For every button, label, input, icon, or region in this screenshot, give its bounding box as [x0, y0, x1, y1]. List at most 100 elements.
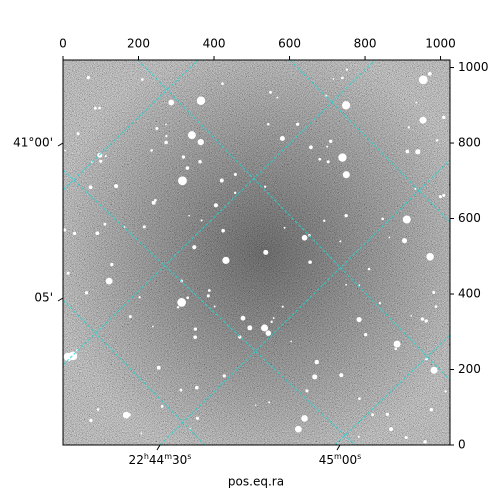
- axes-frame: [62, 59, 451, 446]
- x-tick-label: 200: [127, 37, 150, 51]
- star: [105, 277, 113, 285]
- star: [314, 359, 319, 365]
- star: [165, 134, 168, 138]
- star: [196, 96, 206, 105]
- star: [341, 101, 351, 110]
- star: [96, 408, 100, 411]
- star: [185, 166, 190, 170]
- star: [263, 249, 269, 255]
- star: [122, 411, 130, 419]
- star: [420, 317, 425, 321]
- star: [222, 256, 230, 264]
- star: [128, 315, 132, 319]
- dec-tick: [57, 297, 64, 302]
- star: [402, 215, 411, 224]
- star: [401, 238, 408, 244]
- star: [312, 374, 318, 380]
- star: [345, 283, 348, 286]
- star: [178, 176, 187, 186]
- star: [423, 440, 427, 444]
- star: [270, 320, 273, 324]
- x-tick-label: 400: [203, 37, 226, 51]
- star: [138, 296, 141, 299]
- star: [197, 138, 204, 146]
- star: [430, 366, 438, 374]
- star: [64, 149, 66, 152]
- star: [86, 76, 90, 80]
- x-tick-label: 0: [59, 37, 67, 51]
- star: [309, 145, 313, 150]
- dec-tick: [57, 142, 64, 147]
- star: [367, 267, 371, 271]
- star: [66, 271, 70, 275]
- star: [356, 317, 362, 323]
- ra-tick-label: 45m00s: [319, 452, 362, 467]
- star: [426, 253, 434, 261]
- x-tick-label: 600: [278, 37, 301, 51]
- star: [339, 240, 342, 243]
- star: [276, 96, 279, 99]
- star: [98, 106, 101, 110]
- star: [261, 324, 269, 332]
- star: [339, 373, 344, 378]
- star: [89, 418, 93, 423]
- star: [213, 203, 219, 208]
- star: [427, 72, 432, 76]
- x-tick-label: 800: [354, 37, 377, 51]
- star: [179, 388, 183, 392]
- star: [267, 123, 270, 126]
- star: [394, 347, 397, 351]
- star: [389, 427, 394, 432]
- star: [419, 116, 427, 124]
- star: [160, 404, 164, 408]
- star: [418, 75, 428, 85]
- star: [344, 213, 348, 218]
- star: [165, 123, 167, 126]
- star: [268, 401, 271, 404]
- x-axis-label: pos.eq.ra: [228, 475, 284, 489]
- star: [103, 222, 107, 226]
- star: [193, 327, 198, 331]
- star: [188, 214, 191, 217]
- star: [358, 284, 361, 287]
- dec-tick-label: 41°00': [13, 136, 53, 150]
- star: [164, 140, 168, 145]
- star: [407, 126, 410, 129]
- star: [301, 234, 308, 241]
- star: [186, 296, 190, 300]
- star: [193, 335, 197, 339]
- star: [318, 157, 322, 161]
- star: [404, 436, 408, 440]
- star: [415, 101, 418, 104]
- star: [340, 76, 344, 80]
- ra-tick: [156, 444, 161, 451]
- star: [305, 389, 309, 393]
- star: [442, 115, 446, 120]
- star: [221, 228, 225, 233]
- star: [155, 126, 159, 130]
- star: [435, 139, 439, 142]
- star: [290, 340, 292, 343]
- ra-tick: [336, 444, 341, 451]
- star: [154, 199, 157, 202]
- star: [405, 149, 410, 154]
- star: [63, 228, 67, 232]
- star: [177, 298, 186, 307]
- star: [323, 219, 326, 222]
- star: [140, 432, 143, 435]
- star: [219, 178, 224, 183]
- star: [156, 365, 161, 370]
- y-tick-label: 1000: [458, 60, 489, 74]
- star: [222, 374, 227, 378]
- y-tick-label: 600: [458, 211, 481, 225]
- star: [393, 340, 401, 348]
- star: [254, 404, 257, 406]
- y-tick-label: 0: [458, 438, 466, 452]
- star: [371, 413, 375, 417]
- star: [363, 332, 368, 337]
- ra-tick-label: 22h44m30s: [129, 452, 192, 467]
- star: [342, 171, 350, 179]
- star: [176, 306, 180, 309]
- star: [265, 330, 272, 336]
- star: [381, 217, 385, 221]
